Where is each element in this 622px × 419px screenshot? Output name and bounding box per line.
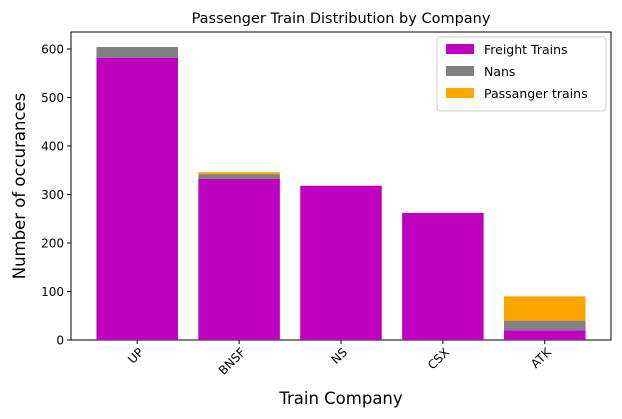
- plot-area: 0 100 200 300 400 500 600 UP BNSF NS CSX ATK: [41, 31, 612, 378]
- y-tick-label: 400: [41, 139, 64, 153]
- legend-swatch: [446, 88, 474, 98]
- bar-atk-series-1: [504, 320, 586, 331]
- y-tick-label: 300: [41, 188, 64, 202]
- bar-bnsf-series-1: [198, 174, 280, 179]
- bar-up-series-0: [96, 57, 178, 340]
- legend-swatch: [446, 66, 474, 76]
- y-tick-label: 600: [41, 42, 64, 56]
- bars: [96, 47, 586, 340]
- y-tick-label: 500: [41, 91, 64, 105]
- legend-label: Passanger trains: [484, 86, 588, 101]
- bar-atk-series-2: [504, 296, 586, 321]
- x-tick-label: UP: [125, 345, 146, 366]
- legend-label: Nans: [484, 64, 515, 79]
- bar-bnsf-series-0: [198, 178, 280, 340]
- bar-ns-series-0: [300, 185, 382, 340]
- bar-csx-series-0: [402, 212, 484, 340]
- y-tick-label: 200: [41, 236, 64, 250]
- legend: Freight Trains Nans Passanger trains: [436, 36, 607, 112]
- bar-up-series-1: [96, 47, 178, 58]
- legend-swatch: [446, 44, 474, 54]
- legend-frame: [436, 36, 607, 112]
- x-tick-label: NS: [328, 345, 350, 367]
- y-tick-label: 100: [41, 285, 64, 299]
- y-axis-label: Number of occurances: [10, 93, 29, 280]
- bar-atk-series-0: [504, 330, 586, 340]
- y-tick-label: 0: [56, 334, 64, 348]
- legend-label: Freight Trains: [484, 42, 568, 57]
- x-axis-label: Train Company: [278, 389, 403, 408]
- bar-bnsf-series-2: [198, 172, 280, 175]
- x-tick-label: BNSF: [216, 345, 248, 377]
- chart-title: Passenger Train Distribution by Company: [192, 11, 491, 27]
- x-tick-label: ATK: [528, 344, 555, 371]
- y-axis: 0 100 200 300 400 500 600: [41, 42, 71, 348]
- x-axis: UP BNSF NS CSX ATK: [125, 340, 555, 378]
- x-tick-label: CSX: [425, 345, 452, 372]
